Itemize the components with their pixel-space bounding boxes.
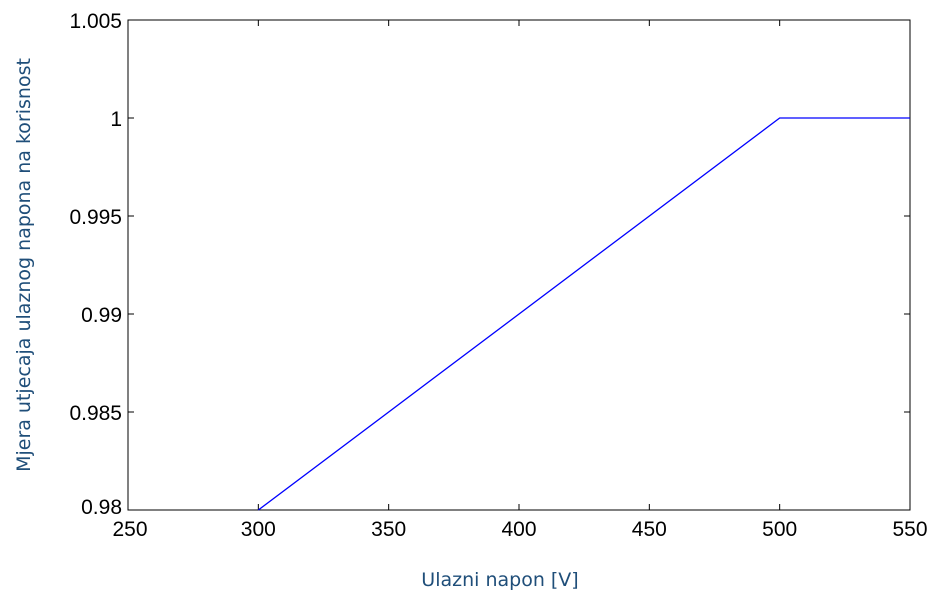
x-tick-labels: 250 300 350 400 450 500 550 xyxy=(112,518,927,541)
x-tick-label: 300 xyxy=(241,518,276,541)
x-axis-label: Ulazni napon [V] xyxy=(421,569,578,591)
x-tick-label: 450 xyxy=(632,518,667,541)
series-line xyxy=(257,117,910,511)
plot-area xyxy=(127,19,911,511)
y-tick-label: 1.005 xyxy=(69,10,122,33)
x-tick-label: 350 xyxy=(371,518,406,541)
x-tick-label: 500 xyxy=(762,518,797,541)
y-tick-label: 0.99 xyxy=(81,304,122,327)
series-layer xyxy=(257,117,910,511)
y-tick-label: 0.995 xyxy=(69,206,122,229)
y-tick-label: 1 xyxy=(110,108,122,131)
axis-ticks xyxy=(127,19,911,511)
x-tick-label: 550 xyxy=(892,518,927,541)
x-tick-label: 250 xyxy=(112,518,147,541)
y-tick-labels: 0.98 0.985 0.99 0.995 1 1.005 xyxy=(69,10,122,519)
y-tick-label: 0.985 xyxy=(69,402,122,425)
y-axis-label: Mjera utjecaja ulaznog napona na korisno… xyxy=(13,58,35,472)
y-tick-label: 0.98 xyxy=(81,496,122,519)
x-tick-label: 400 xyxy=(501,518,536,541)
